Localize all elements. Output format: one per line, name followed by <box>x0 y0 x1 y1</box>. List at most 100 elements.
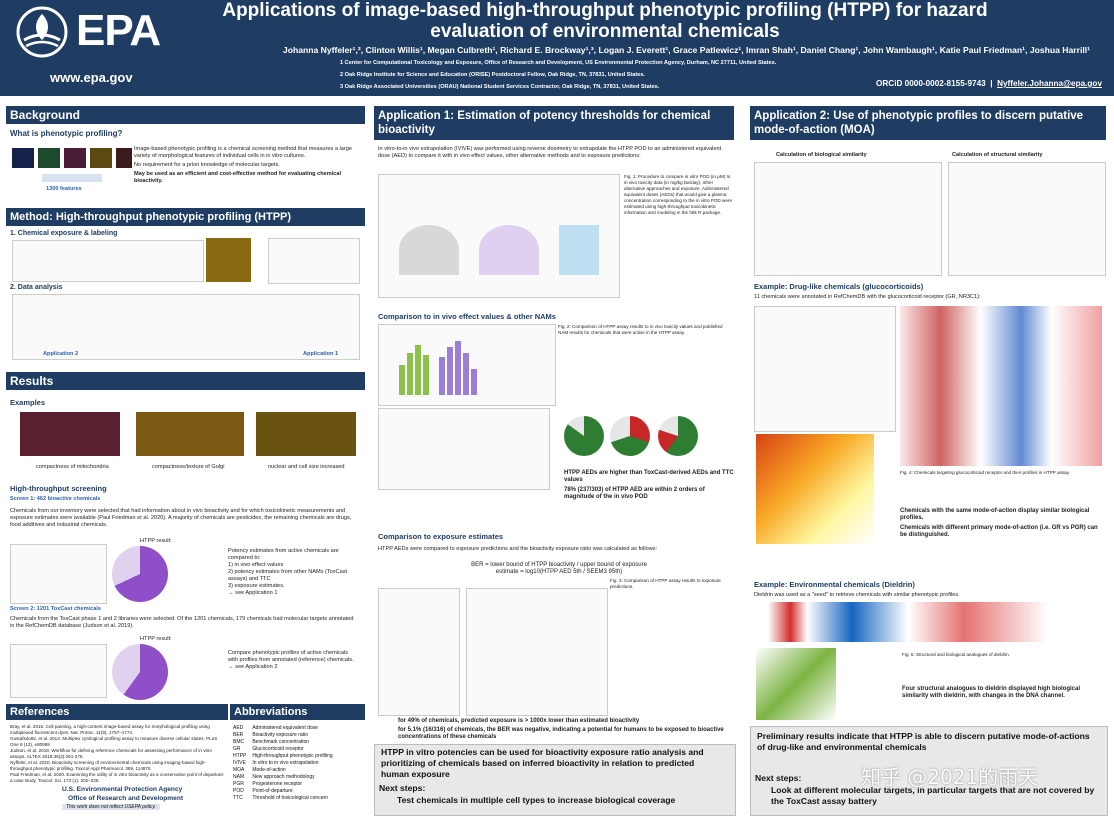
bullet-f: Chemicals with different primary mode-of… <box>900 525 1098 538</box>
app2-link[interactable]: Application 2 <box>43 351 79 357</box>
office-name: Office of Research and Development <box>68 795 184 802</box>
abbr-value: Progesterone receptor <box>252 780 303 787</box>
left-column: Background What is phenotypic profiling?… <box>6 104 365 816</box>
s1-item-2: 2) potency estimates from other NAMs (To… <box>228 569 348 582</box>
abbr-row: NAM New approach methodology <box>230 773 336 780</box>
affiliation-2: 2 Oak Ridge Institute for Science and Ed… <box>340 72 646 78</box>
reference-list: Bray, et al. 2016. Cell painting, a high… <box>10 724 226 784</box>
abbr-key: TTC <box>233 794 243 801</box>
abbr-value: Bioactivity exposure ratio <box>252 731 308 738</box>
gr-chemical-table <box>754 306 896 432</box>
email-link[interactable]: Nyffeler.Johanna@epa.gov <box>997 79 1102 88</box>
disclaimer: This work does not reflect USEPA policy. <box>62 804 160 810</box>
drug-example-heading: Example: Drug-like chemicals (glucocorti… <box>754 282 924 291</box>
example-image-nuclear <box>256 412 356 456</box>
example-image-golgi <box>136 412 244 456</box>
exposure-intro: HTPP AEDs were compared to exposure pred… <box>378 546 658 552</box>
app2-conclusion: Preliminary results indicate that HTPP i… <box>757 731 1090 752</box>
poster-title: Applications of image-based high-through… <box>222 0 988 42</box>
bg-bullet-3: May be used as an efficient and cost-eff… <box>134 171 342 184</box>
abbreviation-table: AED Administered equivalent dose BER Bioac… <box>230 724 336 801</box>
abbr-row: GR Glucocorticoid receptor <box>230 745 336 752</box>
examples-heading: Examples <box>10 398 46 407</box>
agency-footer: U.S. Environmental Protection Agency Off… <box>62 786 202 812</box>
s1-item-3: 3) exposure estimates. <box>228 583 285 589</box>
step1-heading: 1. Chemical exposure & labeling <box>10 230 118 237</box>
app1-next-steps: Next steps: <box>379 783 426 793</box>
env-example-text: Dieldrin was used as a "seed" to retriev… <box>754 592 960 598</box>
calc-struct-heading: Calculation of structural similarity <box>952 152 1043 158</box>
histogram-figure <box>378 324 556 406</box>
comparison-bullets: HTPP AEDs are higher than ToxCast-derive… <box>564 470 734 501</box>
cell-image <box>206 238 251 282</box>
screen1-htpp-result: HTPP result: <box>140 538 172 544</box>
abbr-row: PGR Progesterone receptor <box>230 780 336 787</box>
stain-table-figure <box>268 238 360 284</box>
abbr-row: HTPP High-throughput phenotypic profiling <box>230 752 336 759</box>
abbr-key: PGR <box>233 780 244 787</box>
app1-intro: In vitro-to-in vivo extrapolation (IVIVE… <box>378 146 722 159</box>
phenotypic-question: What is phenotypic profiling? <box>10 129 123 138</box>
exposure-timeline-figure <box>12 240 204 282</box>
example-label-1: compactness of mitochondria <box>36 464 109 470</box>
example-label-2: compactness/texture of Golgi <box>152 464 225 470</box>
app1-conclusion: HTPP in vitro potencies can be used for … <box>381 747 704 779</box>
drug-example-text: 11 chemicals were annotated in RefChemDB… <box>754 294 981 300</box>
screen1-text: Chemicals from our inventory were select… <box>10 508 352 528</box>
step2-heading: 2. Data analysis <box>10 284 63 291</box>
fig2-caption: Fig. 2: Comparison of HTPP assay results… <box>558 324 723 335</box>
contact-line: ORCiD 0000-0002-8155-9743 | Nyffeler.Joh… <box>876 79 1102 88</box>
abbr-key: GR <box>233 745 241 752</box>
app1-link[interactable]: Application 1 <box>303 351 339 357</box>
reference-item: Paul Friedman, et al. 2020. Examining th… <box>10 772 225 783</box>
dieldrin-matrix <box>756 648 836 720</box>
fig3-caption: Fig. 3: Comparison of HTPP assay results… <box>610 578 721 589</box>
screen2-text: Chemicals from the ToxCast phase 1 and 2… <box>10 616 354 629</box>
screen1-heading: Screen 1: 462 bioactive chemicals <box>10 496 101 502</box>
histogram-bars <box>399 341 477 395</box>
drug-bullets: Chemicals with the same mode-of-action d… <box>900 508 1104 539</box>
bg-bullet-1: Image-based phenotypic profiling is a ch… <box>134 146 352 159</box>
abbr-key: NAM <box>233 773 245 780</box>
app2-conclusion-box: Preliminary results indicate that HTPP i… <box>750 726 1108 816</box>
screen1-list: Potency estimates from active chemicals … <box>228 548 358 597</box>
bg-bullet-2: No requirement for a priori knowledge of… <box>134 162 280 168</box>
struct-similarity-figure <box>948 162 1106 276</box>
references-heading: References <box>6 704 228 720</box>
exposure-bullets: for 49% of chemicals, predicted exposure… <box>398 718 734 741</box>
pie-c <box>564 416 604 456</box>
middle-column: Application 1: Estimation of potency thr… <box>374 104 738 816</box>
bullet-a: HTPP AEDs are higher than ToxCast-derive… <box>564 470 734 483</box>
epa-url[interactable]: www.epa.gov <box>50 70 133 85</box>
abbr-value: Mode-of-action <box>252 766 286 773</box>
abbr-value: Threshold of toxicological concern <box>252 794 328 801</box>
abbr-row: BMC Benchmark concentration <box>230 738 336 745</box>
pie-d <box>610 416 650 456</box>
s2-item-1: → see Application 2 <box>228 664 278 670</box>
scatter-figure <box>378 408 550 490</box>
abbr-key: POD <box>233 787 244 794</box>
screen2-list: Compare phenotypic profiles of active ch… <box>228 650 358 671</box>
screen1-pie <box>112 546 168 602</box>
s1-item-4: → see Application 1 <box>228 590 278 596</box>
method-heading: Method: High-throughput phenotypic profi… <box>6 208 365 226</box>
dieldrin-heatmap <box>768 602 1048 642</box>
abbr-value: Benchmark concentration <box>252 738 310 745</box>
features-label: 1300 features <box>46 186 82 192</box>
similarity-matrix <box>756 434 874 544</box>
abbr-key: HTPP <box>233 752 247 759</box>
abbr-key: BMC <box>233 738 245 745</box>
app2-next-steps: Next steps: <box>755 773 802 783</box>
affiliation-1: 1 Center for Computational Toxicology an… <box>340 60 777 66</box>
bullet-b: 78% (237/303) of HTPP AED are within 2 o… <box>564 487 705 500</box>
bullet-c: for 49% of chemicals, predicted exposure… <box>398 718 640 724</box>
example-image-mito <box>20 412 120 456</box>
screen2-pie <box>112 644 168 700</box>
reference-item: Bray, et al. 2016. Cell painting, a high… <box>10 724 210 735</box>
screening-heading: High-throughput screening <box>10 484 107 493</box>
app2-heading: Application 2: Use of phenotypic profile… <box>750 106 1106 140</box>
abbr-row: TTC Threshold of toxicological concern <box>230 794 336 801</box>
reference-item: Nyffeler, et al. 2020. Bioactivity scree… <box>10 760 207 771</box>
abbr-row: IVIVE In vitro to in vivo extrapolation <box>230 759 336 766</box>
abbr-value: High-throughput phenotypic profiling <box>252 752 333 759</box>
